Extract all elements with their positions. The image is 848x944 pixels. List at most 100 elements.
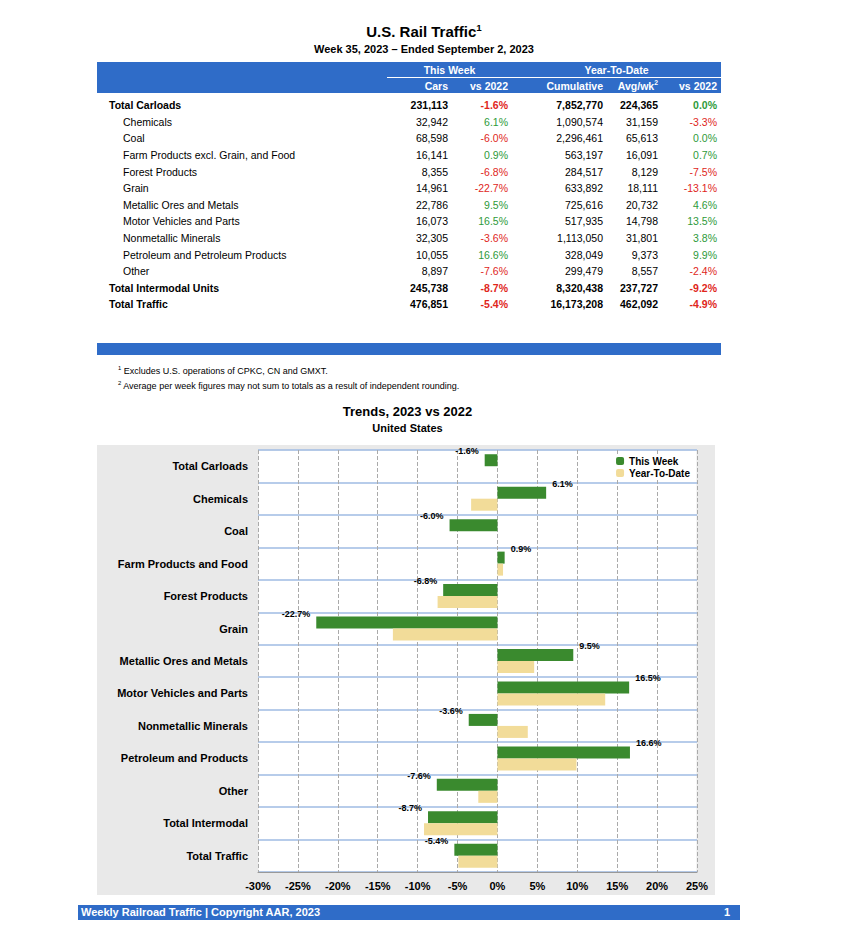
html-text:Cars: Cars <box>424 79 448 92</box>
svg-text:Grain: Grain <box>219 623 248 635</box>
svg-text:Other: Other <box>219 785 249 797</box>
html-text:Grain: Grain <box>123 182 149 195</box>
svg-text:-6.0%: -6.0% <box>420 511 444 521</box>
html-text:16,091: 16,091 <box>625 149 658 162</box>
html-text:-3.3%: -3.3% <box>689 115 717 128</box>
svg-text:10%: 10% <box>566 880 588 892</box>
svg-text:Year-To-Date: Year-To-Date <box>629 468 690 479</box>
svg-text:Farm Products and Food: Farm Products and Food <box>118 558 248 570</box>
html-text:Forest Products: Forest Products <box>123 165 198 178</box>
svg-text:Chemicals: Chemicals <box>193 493 248 505</box>
svg-text:Total Carloads: Total Carloads <box>172 460 248 472</box>
svg-text:6.1%: 6.1% <box>552 479 573 489</box>
svg-text:Nonmetallic Minerals: Nonmetallic Minerals <box>138 720 248 732</box>
svg-text:16.5%: 16.5% <box>635 673 661 683</box>
svg-text:Total Traffic: Total Traffic <box>186 850 248 862</box>
html-text:9.5%: 9.5% <box>484 198 508 211</box>
svg-text:-25%: -25% <box>285 880 311 892</box>
html-text:14,798: 14,798 <box>625 215 658 228</box>
svg-text:United States: United States <box>372 422 442 434</box>
svg-text:-3.6%: -3.6% <box>439 706 463 716</box>
svg-text:25%: 25% <box>686 880 708 892</box>
html-text:Farm Products excl. Grain, and: Farm Products excl. Grain, and Food <box>123 149 296 162</box>
html-text:563,197: 563,197 <box>565 149 603 162</box>
html-text:Total Carloads: Total Carloads <box>109 99 182 112</box>
svg-text:15%: 15% <box>606 880 628 892</box>
html-text:32,942: 32,942 <box>415 115 448 128</box>
svg-text:-30%: -30% <box>245 880 271 892</box>
svg-text:0%: 0% <box>490 880 506 892</box>
html-text:16.5%: 16.5% <box>478 215 508 228</box>
html-text:2,296,461: 2,296,461 <box>556 132 603 145</box>
html-text:1,090,574: 1,090,574 <box>556 115 603 128</box>
html-text:22,786: 22,786 <box>415 198 448 211</box>
html-text:8,129: 8,129 <box>631 165 658 178</box>
html-text:Avg/wk2: Avg/wk2 <box>617 79 658 92</box>
html-text:633,892: 633,892 <box>565 182 603 195</box>
svg-text:Total Intermodal: Total Intermodal <box>163 817 248 829</box>
html-text:-7.5%: -7.5% <box>689 165 717 178</box>
html-text:231,113: 231,113 <box>410 99 448 112</box>
html-text:8,355: 8,355 <box>421 165 448 178</box>
html-text:This Week: This Week <box>423 63 476 76</box>
svg-text:-6.8%: -6.8% <box>414 576 438 586</box>
html-text:-13.1%: -13.1% <box>683 182 717 195</box>
svg-text:-10%: -10% <box>405 880 431 892</box>
html-text:14,961: 14,961 <box>415 182 448 195</box>
svg-text:-5%: -5% <box>448 880 468 892</box>
svg-text:-15%: -15% <box>365 880 391 892</box>
html-text:224,365: 224,365 <box>620 99 658 112</box>
svg-text:20%: 20% <box>646 880 668 892</box>
html-text:31,159: 31,159 <box>625 115 658 128</box>
html-text:284,517: 284,517 <box>565 165 603 178</box>
html-text:Coal: Coal <box>123 132 145 145</box>
html-text:65,613: 65,613 <box>625 132 658 145</box>
html-text:-22.7%: -22.7% <box>474 182 508 195</box>
svg-text:0.9%: 0.9% <box>511 544 532 554</box>
html-text:18,111: 18,111 <box>627 182 658 195</box>
html-text:10,055: 10,055 <box>415 248 448 261</box>
html-text:13.5%: 13.5% <box>687 215 717 228</box>
svg-text:9.5%: 9.5% <box>579 641 600 651</box>
html-text:0.9%: 0.9% <box>484 149 508 162</box>
html-text:4.6%: 4.6% <box>693 198 717 211</box>
html-text:0.7%: 0.7% <box>693 149 717 162</box>
html-text:vs 2022: vs 2022 <box>470 79 508 92</box>
svg-text:-8.7%: -8.7% <box>398 803 422 813</box>
svg-text:-20%: -20% <box>325 880 351 892</box>
svg-text:-7.6%: -7.6% <box>407 771 431 781</box>
html-text:-6.0%: -6.0% <box>480 132 508 145</box>
html-text:16,073: 16,073 <box>415 215 448 228</box>
html-text:-1.6%: -1.6% <box>480 99 508 112</box>
html-text:Metallic Ores and Metals: Metallic Ores and Metals <box>123 198 239 211</box>
svg-text:-22.7%: -22.7% <box>282 609 311 619</box>
svg-text:-5.4%: -5.4% <box>425 836 449 846</box>
svg-text:Motor Vehicles and Parts: Motor Vehicles and Parts <box>117 687 248 699</box>
html-text:68,598: 68,598 <box>415 132 448 145</box>
html-text:725,616: 725,616 <box>565 198 603 211</box>
html-text:Year-To-Date: Year-To-Date <box>584 63 649 76</box>
svg-text:5%: 5% <box>529 880 545 892</box>
html-text:vs 2022: vs 2022 <box>679 79 717 92</box>
svg-text:This Week: This Week <box>629 456 679 467</box>
html-text:6.1%: 6.1% <box>484 115 508 128</box>
html-text:Petroleum and Petroleum Produc: Petroleum and Petroleum Products <box>123 248 287 261</box>
html-text:0.0%: 0.0% <box>693 132 717 145</box>
html-text:7,852,770: 7,852,770 <box>556 99 603 112</box>
svg-text:Forest Products: Forest Products <box>164 590 248 602</box>
html-text:Motor Vehicles and Parts: Motor Vehicles and Parts <box>123 215 240 228</box>
html-text:16,141: 16,141 <box>415 149 448 162</box>
svg-text:Metallic Ores and Metals: Metallic Ores and Metals <box>120 655 248 667</box>
html-text:Cumulative: Cumulative <box>546 79 603 92</box>
html-text:Chemicals: Chemicals <box>123 115 172 128</box>
svg-text:Trends, 2023 vs 2022: Trends, 2023 vs 2022 <box>343 404 472 419</box>
svg-text:16.6%: 16.6% <box>636 738 662 748</box>
html-text:20,732: 20,732 <box>625 198 658 211</box>
html-text:0.0%: 0.0% <box>693 99 717 112</box>
html-text:U.S. Rail Traffic1: U.S. Rail Traffic1 <box>366 22 482 40</box>
html-text:-6.8%: -6.8% <box>480 165 508 178</box>
svg-text:Coal: Coal <box>224 525 248 537</box>
svg-text:-1.6%: -1.6% <box>455 446 479 456</box>
html-text:517,935: 517,935 <box>565 215 603 228</box>
svg-text:Petroleum and Products: Petroleum and Products <box>121 752 248 764</box>
